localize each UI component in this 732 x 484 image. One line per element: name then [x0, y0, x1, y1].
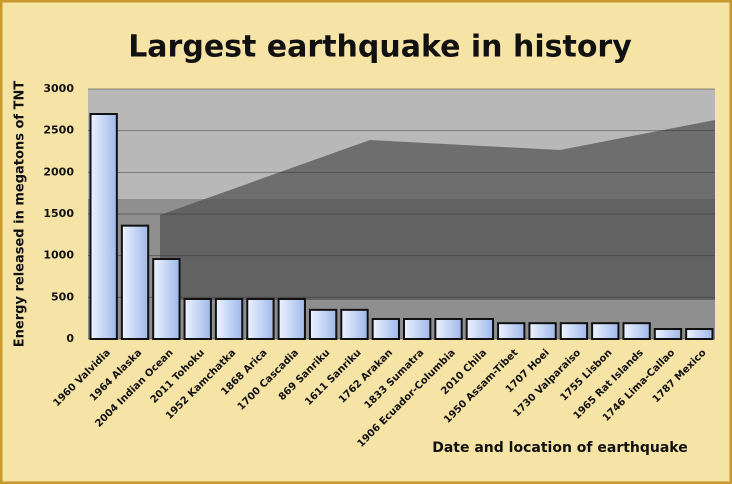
bar	[497, 322, 526, 340]
y-tick-label: 3000	[43, 82, 74, 95]
bar	[214, 298, 244, 340]
bar	[653, 328, 683, 340]
bar	[591, 322, 620, 340]
bar	[622, 322, 651, 340]
bar	[340, 308, 369, 341]
bar	[120, 224, 150, 341]
x-axis-label: Date and location of earthquake	[432, 440, 688, 456]
bar	[277, 298, 306, 340]
y-tick-label: 2000	[43, 165, 74, 178]
bar	[685, 328, 714, 340]
bar	[434, 318, 463, 340]
y-tick-label: 0	[66, 332, 74, 345]
bar	[371, 318, 400, 340]
bar	[183, 298, 212, 340]
photo-houses	[160, 120, 715, 300]
y-tick-label: 2500	[43, 124, 74, 137]
y-tick-label: 1000	[43, 249, 74, 262]
y-tick-label: 1500	[43, 207, 74, 220]
bar	[465, 318, 495, 340]
y-axis-label: Energy released in megatons of TNT	[13, 81, 28, 348]
bar	[152, 258, 181, 340]
bar	[403, 318, 432, 340]
bar	[89, 113, 118, 340]
chart-title: Largest earthquake in history	[128, 30, 632, 65]
bar	[528, 322, 557, 340]
bar	[559, 322, 589, 340]
bar	[246, 298, 275, 340]
bar	[308, 308, 338, 341]
y-tick-label: 500	[51, 290, 74, 303]
